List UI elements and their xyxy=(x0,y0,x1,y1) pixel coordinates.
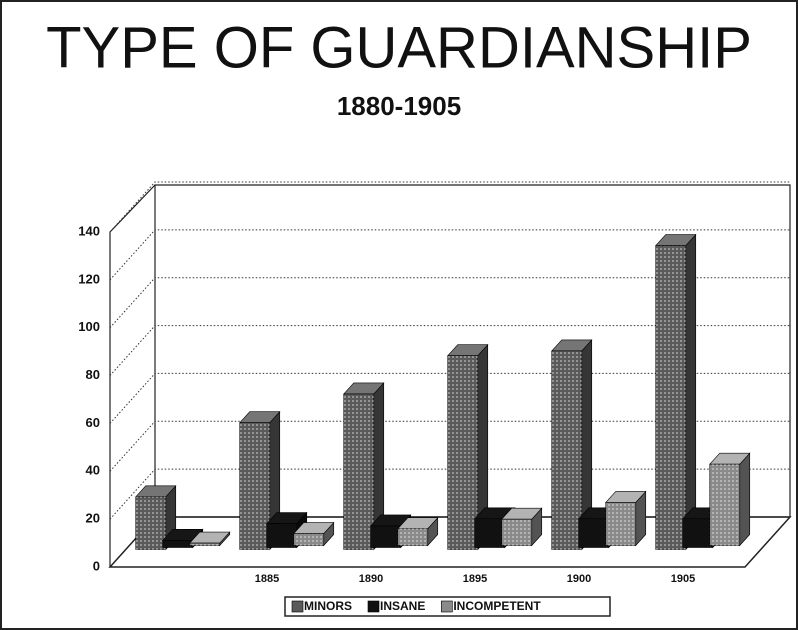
y-tick-label: 120 xyxy=(78,271,100,286)
y-tick-label: 0 xyxy=(93,558,100,573)
bar-texture xyxy=(709,464,740,546)
x-tick-label: 1890 xyxy=(359,573,383,585)
x-tick-label: 1900 xyxy=(567,573,591,585)
bar-front xyxy=(682,518,714,548)
legend-swatch xyxy=(291,600,304,613)
bar-texture xyxy=(605,502,636,546)
bar-texture xyxy=(447,355,478,550)
bar-side xyxy=(685,233,697,551)
bar xyxy=(501,507,543,547)
legend-swatch xyxy=(367,600,380,613)
bar-texture xyxy=(551,350,582,550)
grid-line xyxy=(109,229,790,281)
y-tick-label: 40 xyxy=(86,463,100,478)
bar-front xyxy=(474,518,506,548)
bar-texture xyxy=(655,245,686,550)
chart-title: TYPE OF GUARDIANSHIP xyxy=(46,15,752,80)
bar-texture xyxy=(397,528,428,546)
bar xyxy=(709,452,751,547)
bar xyxy=(293,521,335,547)
grid-line xyxy=(109,325,790,376)
x-tick-label: 1885 xyxy=(255,573,279,585)
bar-front xyxy=(578,518,610,548)
bar xyxy=(343,382,385,551)
bar-front xyxy=(370,525,402,548)
bar xyxy=(189,531,231,547)
bar-texture xyxy=(501,519,532,546)
legend-label: INSANE xyxy=(380,599,425,613)
legend: MINORS INSANE INCOMPETENT xyxy=(284,596,611,617)
y-tick-label: 100 xyxy=(78,319,100,334)
bar-texture xyxy=(293,533,324,546)
bar xyxy=(655,233,697,551)
grid-line xyxy=(109,277,790,329)
bar-texture xyxy=(135,496,166,550)
bar-side xyxy=(739,452,751,547)
grid-line xyxy=(109,181,790,233)
chart-subtitle: 1880-1905 xyxy=(337,91,461,121)
bar xyxy=(551,339,593,551)
bar-front xyxy=(266,523,298,548)
legend-label: INCOMPETENT xyxy=(453,599,541,613)
y-tick-label: 80 xyxy=(86,367,100,382)
bar-texture xyxy=(343,393,374,550)
legend-box xyxy=(284,596,611,617)
x-tick-label: 1905 xyxy=(671,573,695,585)
legend-swatch xyxy=(441,600,453,613)
y-tick-label: 20 xyxy=(86,511,100,526)
y-tick-label: 140 xyxy=(78,223,100,238)
bar xyxy=(605,490,647,547)
legend-label: MINORS xyxy=(304,599,352,613)
bar-front xyxy=(162,540,194,548)
bar-texture xyxy=(189,543,220,546)
bar xyxy=(135,485,177,551)
x-tick-label: 1895 xyxy=(463,573,487,585)
bar xyxy=(397,516,439,547)
y-tick-label: 60 xyxy=(86,415,100,430)
bar-texture xyxy=(239,422,270,550)
